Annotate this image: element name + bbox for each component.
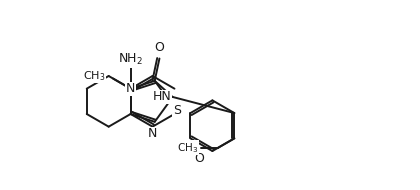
Text: N: N <box>126 82 135 95</box>
Text: N: N <box>148 127 157 140</box>
Text: CH$_3$: CH$_3$ <box>83 69 105 83</box>
Text: CH$_3$: CH$_3$ <box>177 141 198 155</box>
Text: S: S <box>173 104 181 117</box>
Text: O: O <box>155 41 164 54</box>
Text: HN: HN <box>152 90 171 103</box>
Text: O: O <box>194 152 204 165</box>
Text: NH$_2$: NH$_2$ <box>118 52 143 67</box>
